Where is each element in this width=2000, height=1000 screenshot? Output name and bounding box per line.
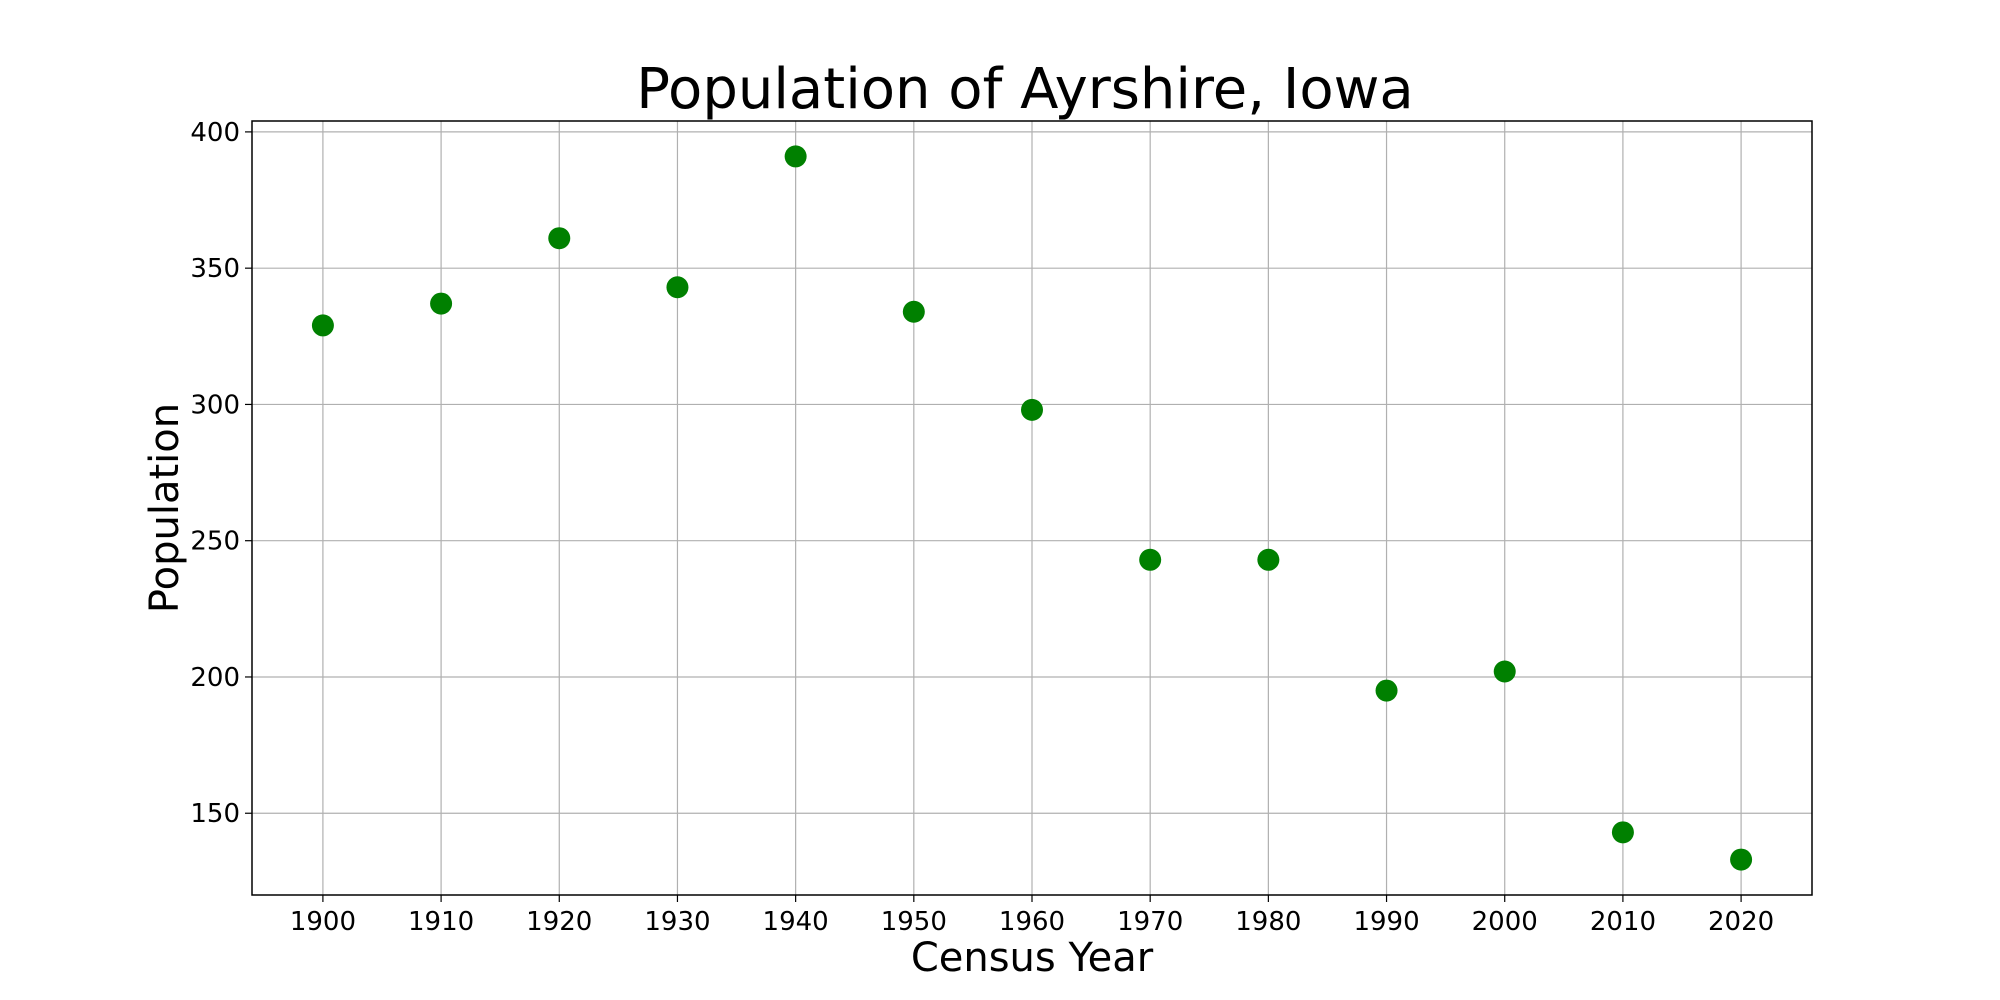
data-point (1375, 679, 1398, 702)
chart-title: Population of Ayrshire, Iowa (636, 57, 1413, 122)
x-tick-label: 1950 (881, 907, 947, 937)
y-tick-label: 150 (190, 799, 240, 829)
y-tick-label: 350 (190, 254, 240, 284)
y-axis-label: Population (142, 403, 188, 613)
x-tick-label: 1900 (290, 907, 356, 937)
data-point (902, 300, 925, 323)
x-tick-label: 2020 (1708, 907, 1774, 937)
x-tick-label: 1930 (644, 907, 710, 937)
plot-frame (251, 120, 1813, 896)
data-point (548, 227, 571, 250)
data-point (666, 276, 689, 299)
x-tick-label: 1920 (526, 907, 592, 937)
data-point (1257, 548, 1280, 571)
y-tick-label: 400 (190, 118, 240, 148)
data-point (311, 314, 334, 337)
x-tick-label: 1940 (763, 907, 829, 937)
data-point (1021, 398, 1043, 421)
data-point (1611, 821, 1634, 844)
data-point (1139, 548, 1162, 571)
x-tick-label: 2000 (1472, 907, 1538, 937)
x-tick-label: 1960 (999, 907, 1065, 937)
y-tick-label: 250 (190, 527, 240, 557)
y-tick-label: 300 (190, 390, 240, 420)
data-point (430, 292, 453, 315)
y-tick-label: 200 (190, 663, 240, 693)
data-points (311, 145, 1753, 871)
x-tick-label: 1970 (1117, 907, 1183, 937)
data-point (1493, 660, 1516, 683)
x-tick-label: 1910 (408, 907, 474, 937)
x-tick-label: 2010 (1590, 907, 1656, 937)
data-point (1730, 848, 1753, 871)
x-tick-label: 1990 (1353, 907, 1419, 937)
axis-ticks: 1900 1910 1920 1930 1940 1950 1960 1970 1980 1990… (190, 118, 1774, 937)
x-axis-label: Census Year (911, 935, 1154, 981)
x-tick-label: 1980 (1235, 907, 1301, 937)
grid-lines (252, 121, 1812, 895)
data-point (784, 145, 807, 168)
